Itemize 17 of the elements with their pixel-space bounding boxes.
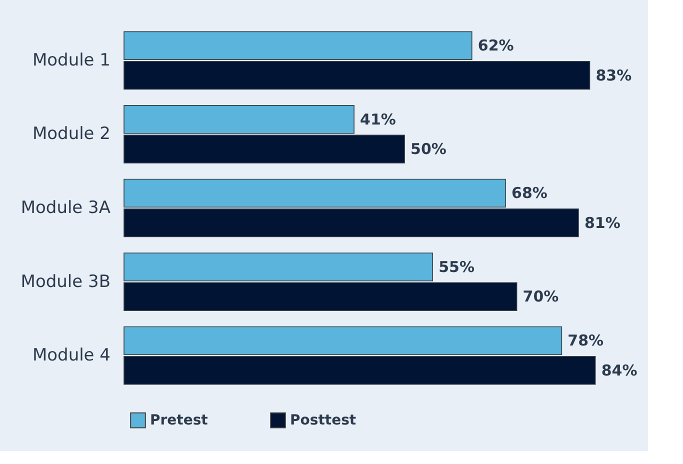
data-label: 62% bbox=[478, 36, 514, 55]
data-label: 55% bbox=[438, 258, 475, 276]
data-label: 70% bbox=[522, 288, 559, 306]
data-label: 41% bbox=[360, 110, 396, 128]
y-tick-label: Module 1 bbox=[32, 50, 110, 70]
legend-label: Pretest bbox=[150, 412, 208, 428]
data-label: 50% bbox=[410, 140, 446, 158]
data-label: 84% bbox=[601, 361, 638, 380]
data-label: 81% bbox=[584, 214, 620, 232]
y-tick-label: Module 4 bbox=[32, 346, 110, 366]
data-label: 83% bbox=[596, 66, 632, 84]
y-tick-label: Module 3A bbox=[20, 198, 111, 218]
y-tick-label: Module 2 bbox=[32, 124, 110, 144]
data-label: 78% bbox=[568, 332, 604, 350]
y-tick-label: Module 3B bbox=[20, 272, 110, 292]
data-label: 68% bbox=[512, 184, 548, 202]
legend-label: Posttest bbox=[290, 412, 356, 428]
